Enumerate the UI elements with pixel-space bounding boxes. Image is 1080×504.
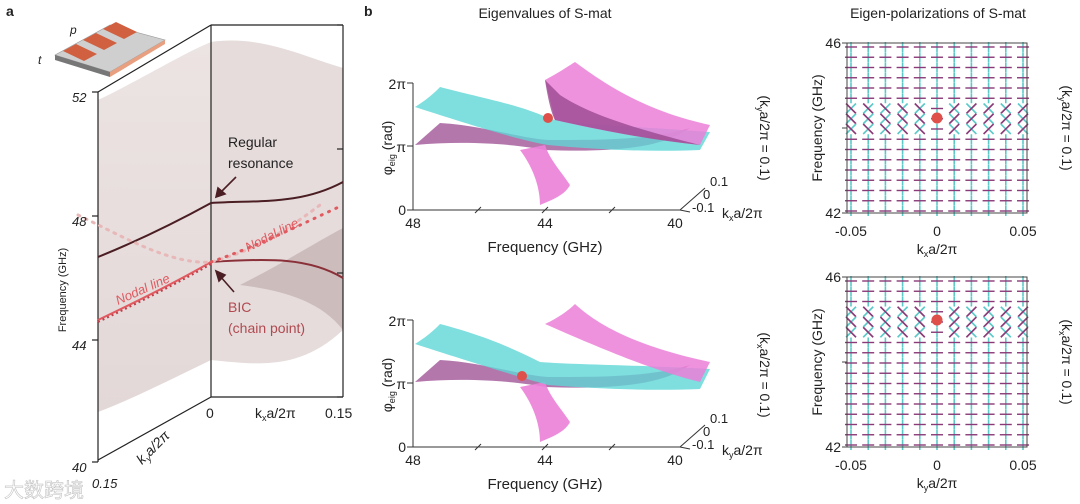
ytick-42: 42 xyxy=(825,439,841,455)
ylabel-phi-eig: φeig (rad) xyxy=(379,358,397,413)
xtick-0.05: 0.05 xyxy=(1009,457,1036,473)
polarization-glyphs xyxy=(845,276,1029,450)
ktick-0: 0 xyxy=(703,187,710,202)
k-axis-label: kxa/2π xyxy=(722,205,763,223)
ktick-neg0.1: -0.1 xyxy=(692,200,714,215)
xtick-neg0.05: -0.05 xyxy=(835,457,867,473)
kx-tick-015: 0.15 xyxy=(325,405,352,421)
magenta-surface-lower xyxy=(520,145,570,205)
ylabel-frequency: Frequency (GHz) xyxy=(809,74,825,181)
ky-tick-015: 0.15 xyxy=(92,476,118,491)
panel-a-yticks: 52 48 44 40 xyxy=(72,90,87,475)
eigenvalue-axes xyxy=(407,319,706,451)
watermark: 大数跨境 xyxy=(4,479,84,502)
ktick-0: 0 xyxy=(703,424,710,439)
ylabel-phi-eig: φeig (rad) xyxy=(379,121,397,176)
ytick-pi: π xyxy=(396,376,406,392)
xtick-44: 44 xyxy=(537,215,553,231)
kx-tick-0: 0 xyxy=(206,405,214,421)
magenta-surface-lower xyxy=(520,382,570,442)
regular-resonance-label: Regular xyxy=(228,134,277,150)
bic-point xyxy=(931,314,943,326)
ytick-0: 0 xyxy=(398,439,406,455)
polarization-plot-1: 46 42 -0.05 0 0.05 kxa/2π Frequency (GHz) (kya/… xyxy=(809,35,1075,259)
xlabel-k: kya/2π xyxy=(917,475,958,493)
ktick-neg0.1: -0.1 xyxy=(692,437,714,452)
regular-band-kx xyxy=(210,181,344,204)
ytick-46: 46 xyxy=(825,269,841,285)
eigenvalue-axes xyxy=(407,82,706,214)
regular-resonance-label-2: resonance xyxy=(228,155,294,171)
ytick-2pi: 2π xyxy=(389,76,407,92)
xlabel-frequency: Frequency (GHz) xyxy=(487,239,602,256)
ytick-40: 40 xyxy=(72,460,87,475)
xlabel-k: kxa/2π xyxy=(917,241,958,259)
xtick-48: 48 xyxy=(405,452,421,468)
bic-point xyxy=(931,112,943,124)
continuum-shade-back xyxy=(98,42,211,412)
xtick-40: 40 xyxy=(667,215,683,231)
nodal-dots-kx xyxy=(209,203,345,264)
xtick-0.05: 0.05 xyxy=(1009,223,1036,239)
annotation-arrows xyxy=(214,176,237,293)
lower-band-kx xyxy=(210,258,344,279)
bic-point xyxy=(543,113,553,123)
fixed-k-label: (kya/2π = 0.1) xyxy=(1057,85,1075,170)
ktick-0.1: 0.1 xyxy=(710,174,728,189)
fixed-k-label: (kxa/2π = 0.1) xyxy=(755,332,773,417)
panel-b-title: Eigenvalues of S-mat xyxy=(478,5,611,21)
xtick-0: 0 xyxy=(933,457,941,473)
kx-axis-label: kxa/2π xyxy=(255,405,296,423)
xtick-neg0.05: -0.05 xyxy=(835,223,867,239)
chain-point-label: (chain point) xyxy=(228,320,305,336)
ytick-pi: π xyxy=(396,139,406,155)
ylabel-frequency: Frequency (GHz) xyxy=(809,308,825,415)
fixed-k-label: (kya/2π = 0.1) xyxy=(755,95,773,180)
ytick-48: 48 xyxy=(72,214,87,229)
nodal-band-ky xyxy=(97,261,212,321)
panel-a-ylabel: Frequency (GHz) xyxy=(57,248,69,332)
ky-axis-label: kya/2π xyxy=(133,427,175,469)
ytick-52: 52 xyxy=(72,90,87,105)
magenta-surface-fold xyxy=(545,80,700,145)
magenta-surface-upper xyxy=(545,304,710,382)
cone-shade xyxy=(240,228,343,330)
regular-band-ky xyxy=(97,202,212,258)
ytick-2pi: 2π xyxy=(389,313,407,329)
xtick-48: 48 xyxy=(405,215,421,231)
period-label: p xyxy=(69,23,77,37)
panel-a-axes xyxy=(92,24,344,463)
ktick-0.1: 0.1 xyxy=(710,411,728,426)
xtick-40: 40 xyxy=(667,452,683,468)
polarization-glyphs xyxy=(845,42,1029,216)
xlabel-frequency: Frequency (GHz) xyxy=(487,476,602,493)
nodal-dots-ky xyxy=(97,263,212,323)
faint-dotted-band xyxy=(76,203,322,264)
k-axis-label: kya/2π xyxy=(722,442,763,460)
ytick-46: 46 xyxy=(825,35,841,51)
xtick-44: 44 xyxy=(537,452,553,468)
polarization-plot-2: 46 42 -0.05 0 0.05 kya/2π Frequency (GHz) (kxa/… xyxy=(809,269,1075,493)
grating-device-icon: t p xyxy=(38,22,166,77)
ytick-0: 0 xyxy=(398,202,406,218)
panel-c-title: Eigen-polarizations of S-mat xyxy=(850,5,1026,21)
xtick-0: 0 xyxy=(933,223,941,239)
ytick-44: 44 xyxy=(72,338,86,353)
bic-point xyxy=(517,371,527,381)
bic-label: BIC xyxy=(228,299,251,315)
thickness-label: t xyxy=(38,53,42,67)
fixed-k-label: (kxa/2π = 0.1) xyxy=(1057,319,1075,404)
cyan-surface xyxy=(415,324,710,390)
panel-c: Eigen-polarizations of S-mat 46 42 -0.05 0 0… xyxy=(809,5,1075,493)
panel-a: a t p xyxy=(4,3,353,502)
panel-label-b: b xyxy=(364,3,373,19)
panel-label-a: a xyxy=(6,3,14,19)
ytick-42: 42 xyxy=(825,205,841,221)
